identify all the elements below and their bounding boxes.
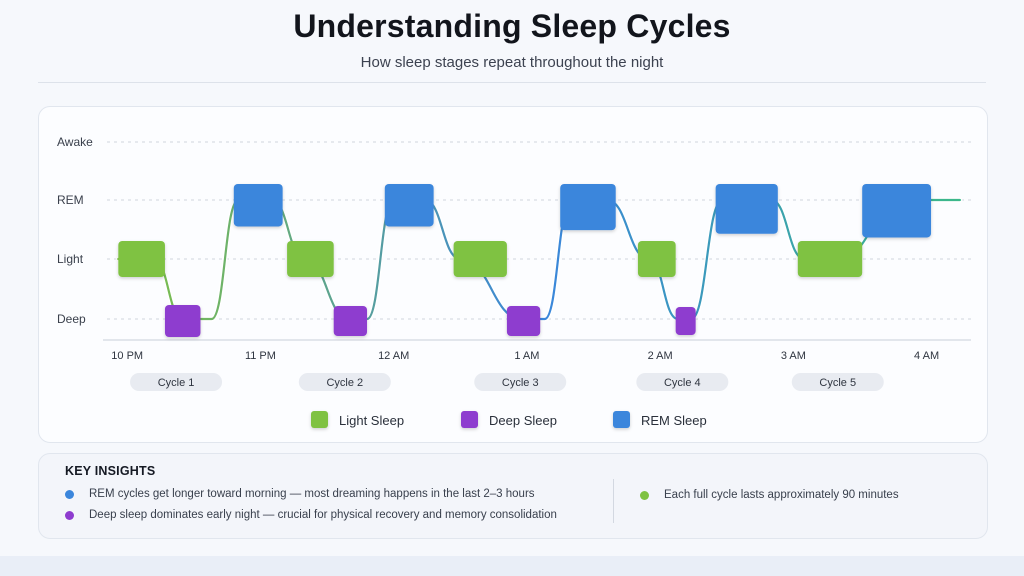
rem-legend-swatch <box>613 411 630 428</box>
purple-dot-icon <box>65 511 74 520</box>
cycle-label: Cycle 1 <box>158 377 195 389</box>
cycle-label: Cycle 3 <box>502 377 539 389</box>
legend-label: Light Sleep <box>339 413 404 428</box>
cycle-pill-bg <box>636 373 729 391</box>
light-sleep-block <box>287 241 334 277</box>
light-legend-swatch <box>311 411 328 428</box>
x-tick-label: 4 AM <box>914 350 939 362</box>
deep-sleep-block <box>333 306 368 336</box>
insights-divider <box>613 479 614 523</box>
x-tick-label: 11 PM <box>245 350 276 362</box>
legend-label: Deep Sleep <box>489 413 557 428</box>
sleep-chart: Deep Light REM Awake 10 PM 11 PM 12 AM 1 AM 2 AM… <box>57 135 971 428</box>
green-dot-icon <box>640 491 649 500</box>
light-sleep-block <box>453 241 507 277</box>
y-tick-label: Awake <box>57 135 93 149</box>
cycle-label: Cycle 4 <box>664 377 701 389</box>
blue-dot-icon <box>65 490 74 499</box>
sleep-chart-card: Deep Light REM Awake 10 PM 11 PM 12 AM 1 AM 2 AM… <box>38 106 988 443</box>
light-sleep-block <box>797 241 863 277</box>
insight-text: Deep sleep dominates early night — cruci… <box>89 509 557 521</box>
rem-sleep-block <box>384 184 434 227</box>
rem-sleep-block <box>862 184 932 238</box>
cycle-pill: Cycle 2 <box>298 373 391 391</box>
legend-label: REM Sleep <box>641 413 707 428</box>
cycle-pill-bg <box>474 373 567 391</box>
x-tick-label: 1 AM <box>514 350 539 362</box>
deep-sleep-block <box>675 307 696 335</box>
light-sleep-block <box>637 241 676 277</box>
footer-band <box>0 556 1024 576</box>
cycle-label: Cycle 5 <box>819 377 856 389</box>
insights-title: KEY INSIGHTS <box>65 464 156 478</box>
light-sleep-block <box>118 241 165 277</box>
cycle-pill: Cycle 3 <box>474 373 567 391</box>
insight-text: Each full cycle lasts approximately 90 m… <box>664 489 899 501</box>
y-tick-label: REM <box>57 193 84 207</box>
header-divider <box>38 82 986 83</box>
cycle-pill-bg <box>298 373 391 391</box>
deep-sleep-block <box>164 305 201 337</box>
rem-sleep-block <box>233 184 283 227</box>
cycle-pill: Cycle 4 <box>636 373 729 391</box>
insight-text: REM cycles get longer toward morning — m… <box>89 488 535 500</box>
rem-sleep-block <box>715 184 778 234</box>
y-tick-label: Light <box>57 252 84 266</box>
deep-legend-swatch <box>461 411 478 428</box>
cycle-label: Cycle 2 <box>326 377 363 389</box>
deep-sleep-block <box>506 306 541 336</box>
x-tick-label: 10 PM <box>111 350 143 362</box>
cycle-pill-bg <box>130 373 223 391</box>
y-tick-label: Deep <box>57 312 86 326</box>
cycle-pill: Cycle 1 <box>130 373 223 391</box>
key-insights-panel: KEY INSIGHTS REM cycles get longer towar… <box>38 453 988 539</box>
rem-sleep-block <box>560 184 616 231</box>
page-subtitle: How sleep stages repeat throughout the n… <box>360 54 664 71</box>
x-tick-label: 2 AM <box>648 350 673 362</box>
x-tick-label: 3 AM <box>781 350 806 362</box>
page-title: Understanding Sleep Cycles <box>293 8 731 44</box>
cycle-pill-bg <box>791 373 884 391</box>
cycle-pill: Cycle 5 <box>791 373 884 391</box>
x-tick-label: 12 AM <box>378 350 409 362</box>
